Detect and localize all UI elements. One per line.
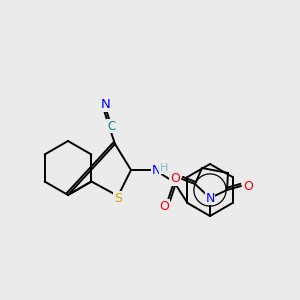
Text: N: N (205, 191, 215, 205)
Text: O: O (159, 200, 169, 212)
Text: O: O (170, 172, 180, 185)
Text: H: H (160, 163, 168, 173)
Text: O: O (243, 179, 253, 193)
Text: C: C (107, 119, 115, 133)
Text: S: S (114, 191, 122, 205)
Text: N: N (101, 98, 111, 112)
Text: N: N (151, 164, 161, 176)
